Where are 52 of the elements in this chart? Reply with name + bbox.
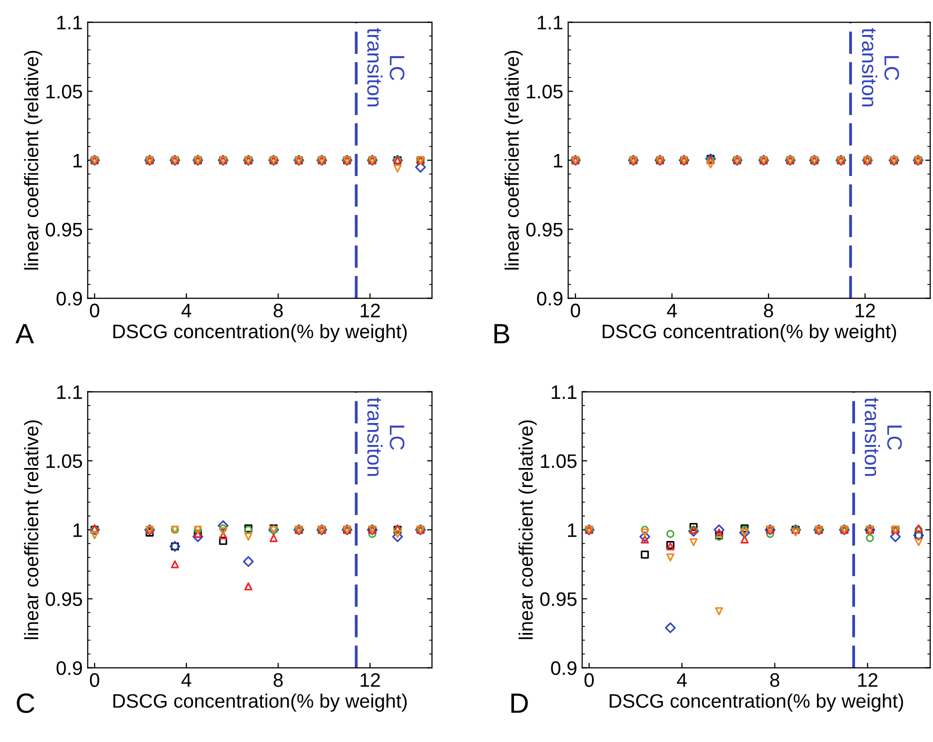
y-axis-title: linear coefficient (relative) (504, 50, 523, 270)
x-tick-label: 4 (676, 673, 687, 687)
y-tick-label: 0.9 (551, 661, 576, 676)
y-tick-label: 1.1 (552, 385, 576, 399)
y-tick-label: 1.1 (538, 16, 562, 30)
ref-line-label: LC transiton (862, 28, 900, 106)
y-tick-label: 1.1 (57, 385, 82, 399)
y-tick-label: 0.95 (540, 592, 577, 606)
text: A (15, 324, 34, 344)
y-tick-label: 0.9 (537, 292, 562, 306)
x-tick-label: 0 (570, 304, 580, 318)
y-tick-label: 1.05 (526, 84, 563, 99)
ref-line-label: LC transiton (864, 398, 902, 476)
x-tick-label: 4 (181, 304, 192, 318)
x-tick-label: 0 (584, 673, 594, 687)
y-axis-title: linear coefficient (relative) (24, 50, 42, 270)
y-tick-label: 0.95 (46, 592, 82, 606)
x-axis-title: DSCG concentration(% by weight) (610, 694, 904, 712)
x-axis-title: DSCG concentration(% by weight) (113, 694, 407, 712)
x-tick-label: 0 (90, 304, 100, 318)
y-tick-label: 0.9 (56, 292, 82, 306)
x-tick-label: 12 (858, 673, 878, 687)
y-axis-title: linear coefficient (relative) (24, 420, 42, 640)
ref-line-label: LC transiton (367, 28, 404, 106)
x-tick-label: 0 (90, 673, 100, 687)
ref-line-label: LC transiton (367, 398, 404, 476)
y-tick-label: 1 (554, 154, 562, 168)
y-tick-label: 1 (74, 523, 82, 537)
text: C (16, 693, 34, 714)
x-tick-label: 8 (764, 304, 774, 318)
x-tick-label: 8 (770, 673, 780, 687)
x-tick-label: 12 (856, 304, 875, 318)
x-axis-title: DSCG concentration(% by weight) (602, 324, 896, 342)
x-tick-label: 4 (181, 673, 192, 687)
y-tick-label: 1.1 (57, 16, 82, 30)
y-tick-label: 1.05 (46, 454, 82, 468)
x-tick-label: 4 (667, 304, 677, 318)
x-tick-label: 8 (274, 304, 283, 318)
y-tick-label: 0.95 (526, 222, 563, 237)
y-tick-label: 1.05 (540, 454, 577, 468)
text: D (511, 694, 528, 713)
x-tick-label: 12 (360, 304, 380, 318)
text: B (494, 324, 510, 344)
y-tick-label: 1 (74, 154, 82, 168)
x-axis-title: DSCG concentration(% by weight) (113, 324, 407, 342)
y-tick-label: 1.05 (46, 84, 82, 99)
y-tick-label: 0.9 (56, 661, 82, 676)
x-tick-label: 8 (274, 673, 283, 687)
y-tick-label: 0.95 (46, 222, 82, 237)
y-axis-title: linear coefficient (relative) (518, 420, 537, 640)
y-tick-label: 1 (568, 523, 576, 537)
x-tick-label: 12 (360, 673, 380, 687)
